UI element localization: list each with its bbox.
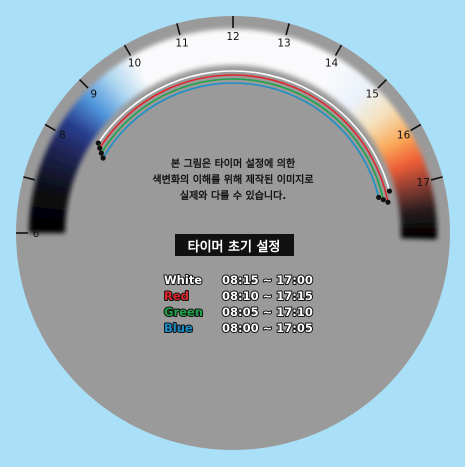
hour-label: 7 [39, 177, 46, 189]
hour-label: 15 [366, 89, 379, 101]
timer-red-end-dot [385, 200, 390, 205]
notice-line-2: 색변화의 이해를 위해 제작된 이미지로 [152, 173, 313, 186]
legend-blue-channel: Blue [164, 321, 193, 335]
timer-blue-end-dot [376, 195, 381, 200]
hour-label: 17 [417, 177, 430, 189]
hour-label: 16 [397, 130, 411, 142]
hour-label: 9 [90, 89, 97, 101]
hour-label: 14 [325, 57, 339, 69]
legend-green-channel: Green [164, 305, 203, 319]
hour-label: 13 [277, 38, 290, 50]
legend-white-range: 08:15 ~ 17:00 [222, 273, 313, 287]
legend-red-channel: Red [164, 289, 189, 303]
timer-white-end-dot [387, 188, 392, 193]
timer-red-start-dot [97, 146, 102, 151]
hour-label: 12 [226, 31, 239, 43]
hour-label: 6 [33, 228, 40, 240]
legend-blue-range: 08:00 ~ 17:05 [222, 321, 313, 335]
heading: 타이머 초기 설정 [188, 239, 281, 255]
legend-white-channel: White [164, 273, 202, 287]
timer-blue-start-dot [101, 155, 106, 160]
notice-line-3: 실제와 다를 수 있습니다. [180, 189, 286, 202]
timer-green-start-dot [99, 151, 104, 156]
legend-green-range: 08:05 ~ 17:10 [222, 305, 313, 319]
hour-label: 10 [128, 57, 141, 69]
notice-line-1: 본 그림은 타이머 설정에 의한 [171, 157, 296, 170]
timer-green-end-dot [381, 197, 386, 202]
hour-label: 8 [59, 130, 66, 142]
hour-label: 11 [175, 38, 188, 50]
timer-white-start-dot [96, 140, 101, 145]
legend-red-range: 08:10 ~ 17:15 [222, 289, 313, 303]
